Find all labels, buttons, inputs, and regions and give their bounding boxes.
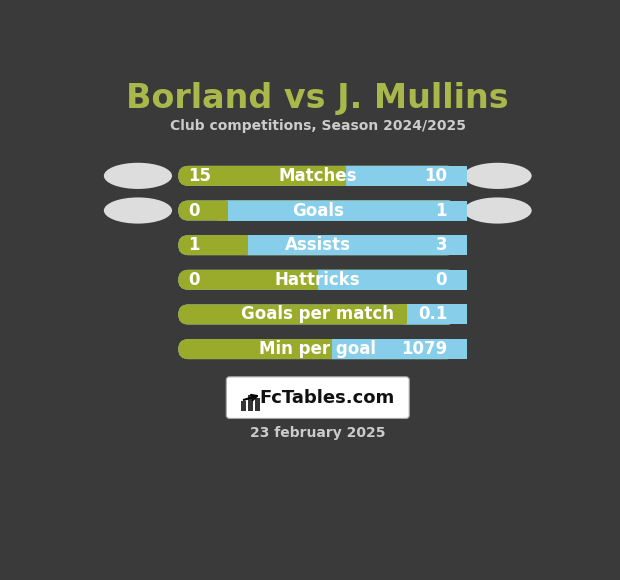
- Text: 0: 0: [436, 271, 447, 289]
- Bar: [407, 304, 467, 324]
- FancyBboxPatch shape: [238, 235, 458, 255]
- Text: 1: 1: [188, 236, 200, 254]
- Bar: [238, 235, 248, 255]
- Text: Min per goal: Min per goal: [259, 340, 376, 358]
- Ellipse shape: [463, 197, 532, 224]
- FancyBboxPatch shape: [179, 235, 458, 255]
- FancyBboxPatch shape: [179, 201, 458, 220]
- FancyBboxPatch shape: [322, 339, 458, 359]
- Text: Goals: Goals: [292, 201, 343, 219]
- Text: 23 february 2025: 23 february 2025: [250, 426, 386, 440]
- Text: Hattricks: Hattricks: [275, 271, 361, 289]
- Bar: [308, 270, 317, 290]
- Text: Assists: Assists: [285, 236, 351, 254]
- FancyBboxPatch shape: [179, 166, 458, 186]
- Text: 0: 0: [188, 271, 200, 289]
- Bar: [255, 398, 260, 411]
- FancyBboxPatch shape: [218, 201, 458, 220]
- Bar: [229, 201, 467, 220]
- Text: 1079: 1079: [401, 340, 447, 358]
- FancyBboxPatch shape: [226, 377, 409, 418]
- Text: 1: 1: [436, 201, 447, 219]
- Text: Matches: Matches: [278, 167, 357, 185]
- Text: 0.1: 0.1: [418, 306, 447, 324]
- FancyBboxPatch shape: [179, 270, 458, 290]
- Bar: [397, 304, 407, 324]
- Ellipse shape: [104, 197, 172, 224]
- FancyBboxPatch shape: [179, 339, 458, 359]
- FancyBboxPatch shape: [179, 339, 458, 359]
- FancyBboxPatch shape: [179, 270, 458, 290]
- Text: 0: 0: [188, 201, 200, 219]
- Text: 3: 3: [435, 236, 447, 254]
- FancyBboxPatch shape: [179, 304, 458, 324]
- Ellipse shape: [104, 163, 172, 189]
- Bar: [322, 339, 332, 359]
- FancyBboxPatch shape: [179, 235, 458, 255]
- Bar: [335, 166, 346, 186]
- FancyBboxPatch shape: [397, 304, 458, 324]
- FancyBboxPatch shape: [308, 270, 458, 290]
- Text: Club competitions, Season 2024/2025: Club competitions, Season 2024/2025: [170, 119, 466, 133]
- FancyBboxPatch shape: [335, 166, 458, 186]
- Bar: [317, 270, 467, 290]
- Text: Borland vs J. Mullins: Borland vs J. Mullins: [126, 82, 509, 115]
- Text: 10: 10: [424, 167, 447, 185]
- Text: FcTables.com: FcTables.com: [259, 389, 395, 407]
- Text: 15: 15: [188, 167, 211, 185]
- FancyBboxPatch shape: [179, 304, 458, 324]
- Bar: [248, 235, 467, 255]
- Bar: [346, 166, 467, 186]
- FancyBboxPatch shape: [179, 166, 458, 186]
- Bar: [248, 394, 253, 411]
- Text: Goals per match: Goals per match: [241, 306, 394, 324]
- Bar: [241, 401, 246, 411]
- Bar: [218, 201, 228, 220]
- FancyBboxPatch shape: [179, 201, 458, 220]
- Bar: [332, 339, 467, 359]
- Ellipse shape: [463, 163, 532, 189]
